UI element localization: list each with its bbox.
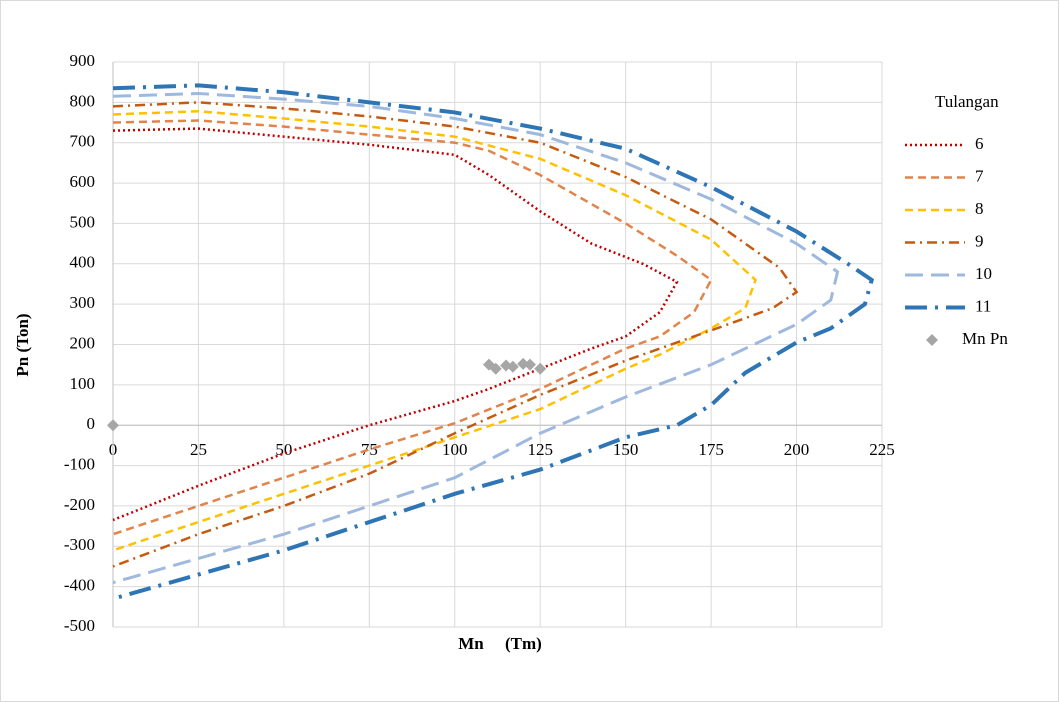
y-tick-label: 300 <box>70 293 96 312</box>
y-tick-label: 700 <box>70 132 96 151</box>
marker <box>517 357 530 370</box>
y-tick-label: -400 <box>64 576 95 595</box>
x-tick-label: 125 <box>527 440 553 459</box>
x-tick-label: 175 <box>698 440 724 459</box>
x-tick-label: 75 <box>361 440 378 459</box>
marker <box>506 360 519 373</box>
series-line <box>112 119 713 536</box>
x-tick-label: 25 <box>190 440 207 459</box>
series-line <box>112 101 799 568</box>
y-tick-label: 0 <box>87 414 96 433</box>
y-tick-label: 600 <box>70 172 96 191</box>
x-tick-label: 200 <box>784 440 810 459</box>
y-tick-label: -100 <box>64 454 95 473</box>
y-tick-label: -200 <box>64 495 95 514</box>
x-tick-label: 150 <box>613 440 639 459</box>
y-tick-label: -300 <box>64 535 95 554</box>
legend-label: Mn Pn <box>962 329 1008 348</box>
y-tick-label: 800 <box>70 91 96 110</box>
marker <box>489 362 502 375</box>
x-axis-title: Mn (Tm) <box>458 634 542 653</box>
y-tick-label: 400 <box>70 253 96 272</box>
y-tick-label: -500 <box>64 616 95 635</box>
legend-label: 6 <box>975 134 984 153</box>
series-line <box>112 127 679 522</box>
y-tick-label: 100 <box>70 374 96 393</box>
series-line <box>112 83 875 601</box>
legend-label: 7 <box>975 166 984 185</box>
marker <box>534 362 547 375</box>
x-tick-label: 225 <box>869 440 895 459</box>
legend-label: 11 <box>975 296 991 315</box>
y-tick-label: 900 <box>70 51 96 70</box>
marker <box>523 358 536 371</box>
legend-label: 8 <box>975 199 984 218</box>
legend-label: 10 <box>975 264 992 283</box>
y-axis-title: Pn (Ton) <box>13 313 32 376</box>
marker <box>107 419 119 432</box>
y-tick-label: 500 <box>70 212 96 231</box>
series-line <box>112 109 758 552</box>
legend-marker <box>926 334 938 346</box>
x-tick-label: 100 <box>442 440 468 459</box>
legend-title: Tulangan <box>935 92 999 111</box>
x-tick-label: 50 <box>275 440 292 459</box>
y-tick-label: 200 <box>70 333 96 352</box>
series-line <box>112 91 840 585</box>
legend-label: 9 <box>975 231 984 250</box>
